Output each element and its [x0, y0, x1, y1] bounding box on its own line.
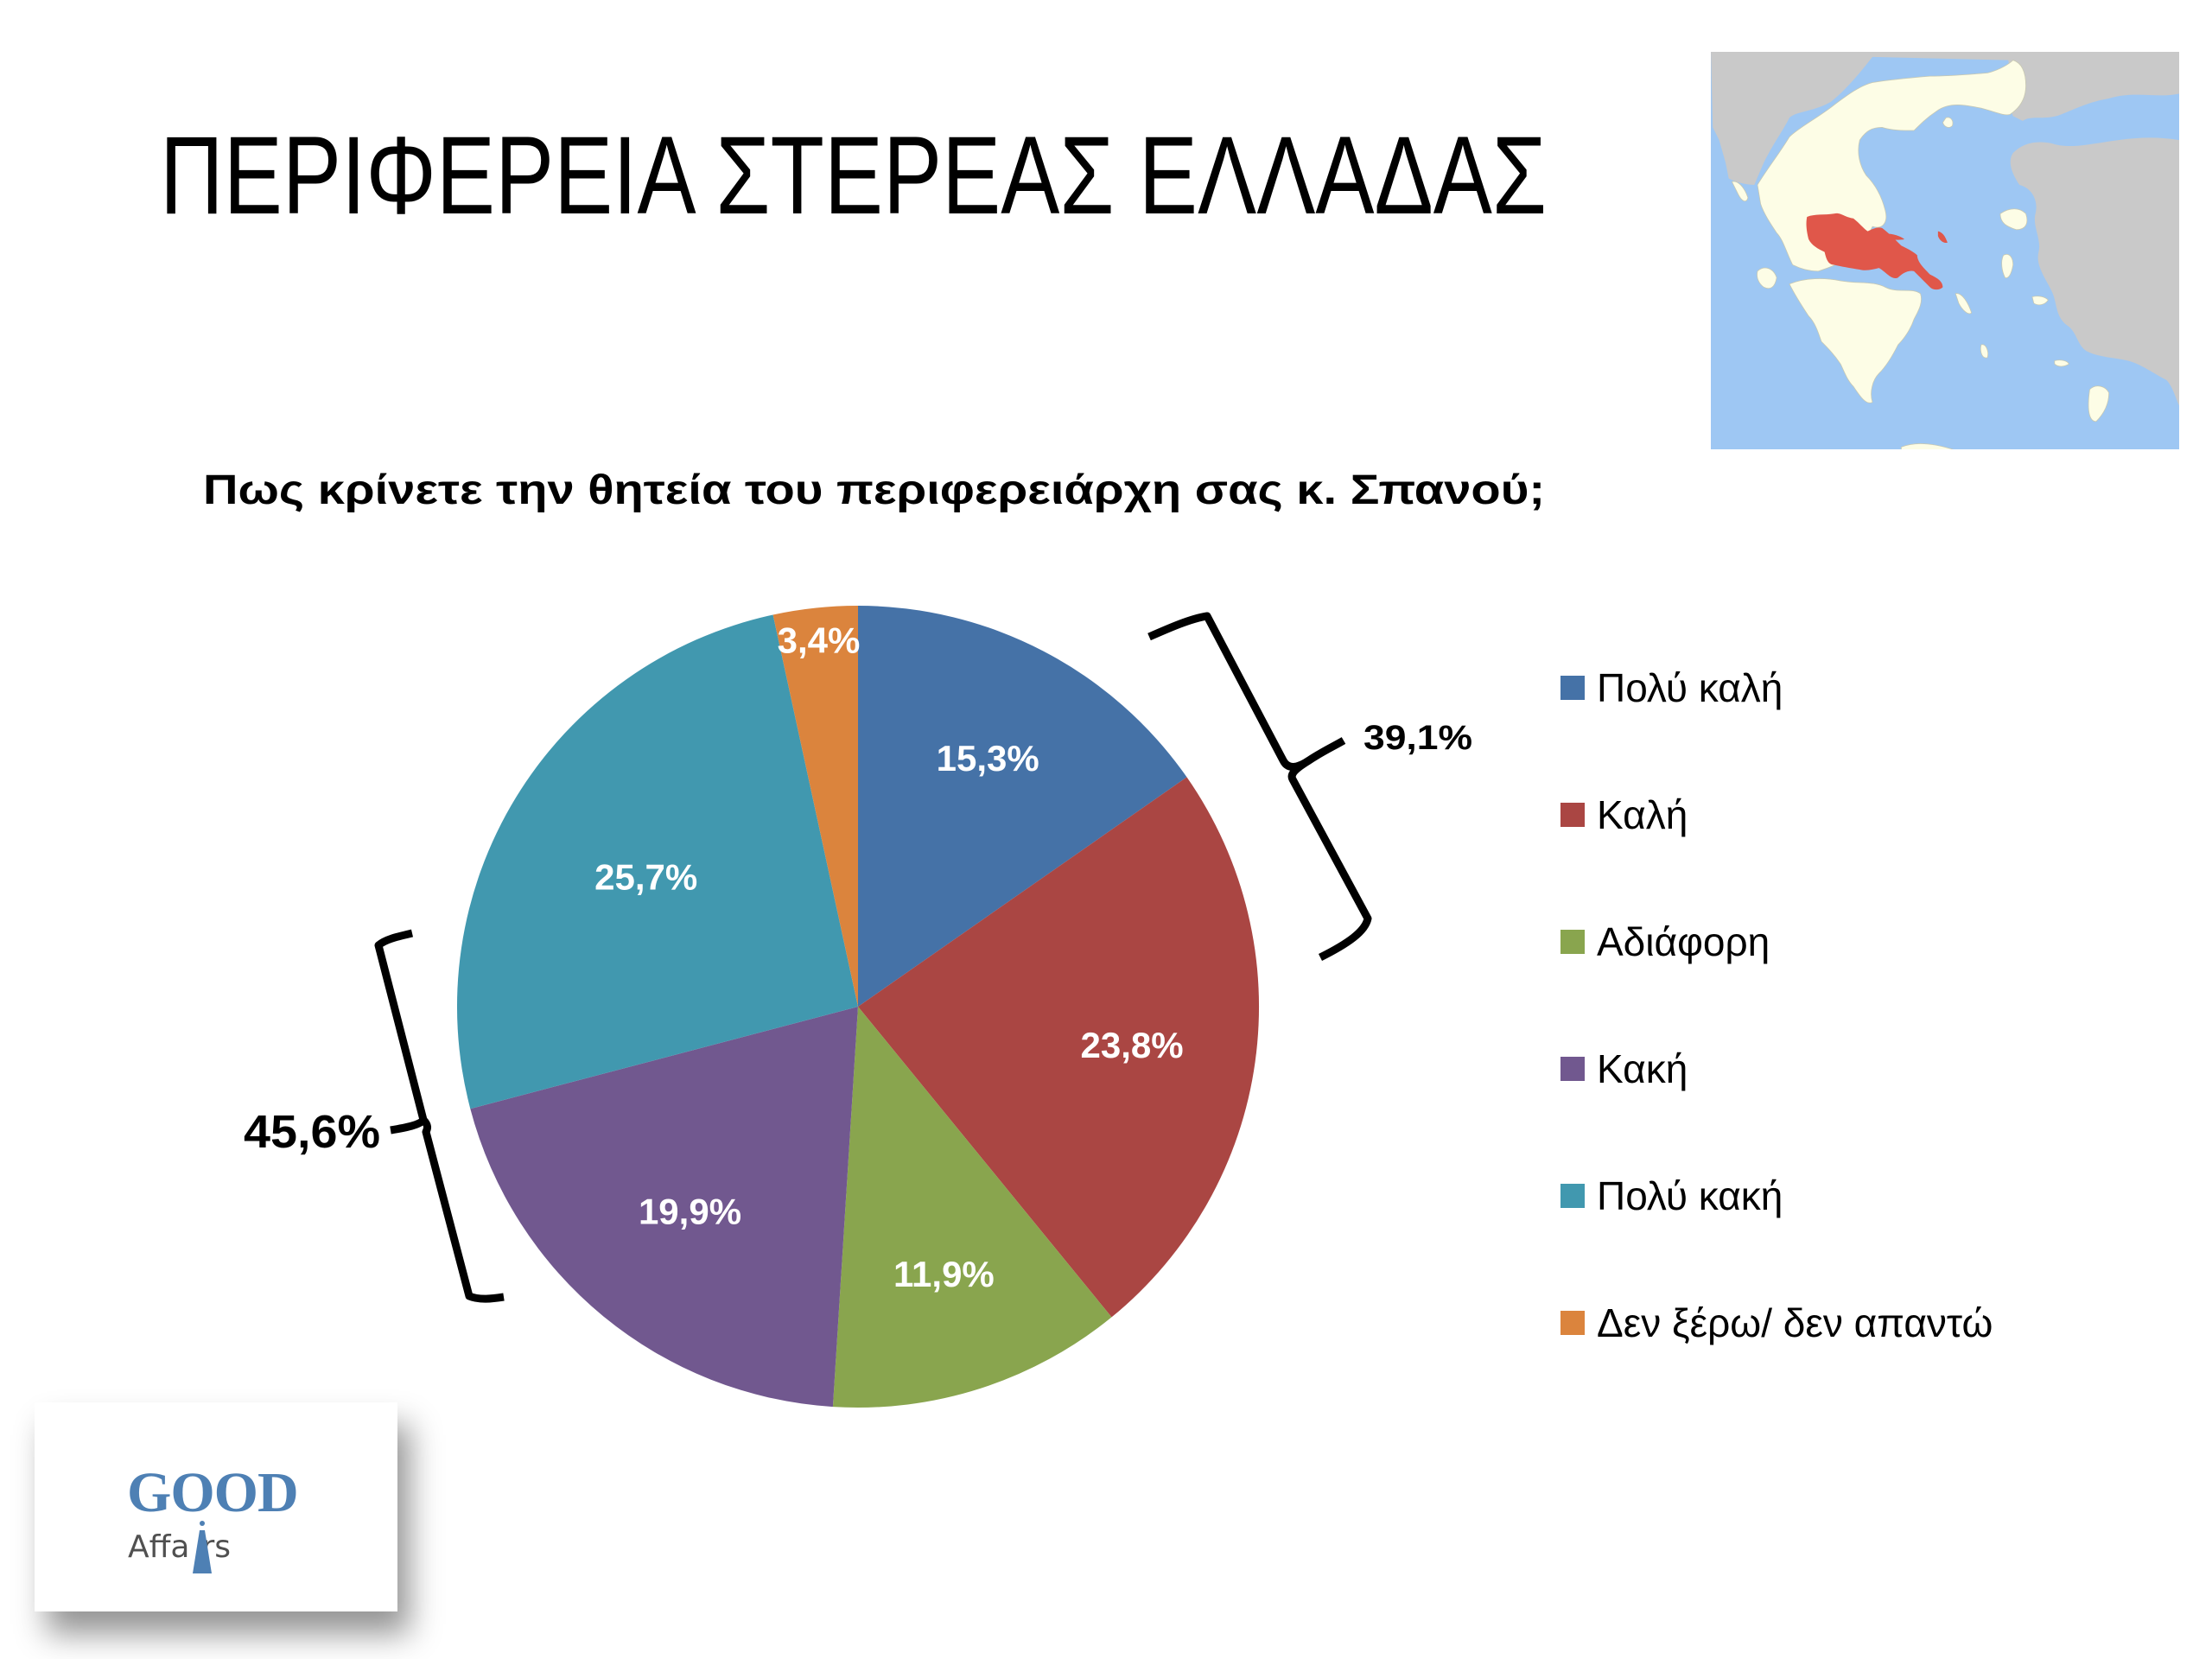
legend-swatch-icon — [1560, 1057, 1585, 1081]
legend-item: Πολύ καλή — [1560, 665, 1783, 710]
legend-label: Δεν ξέρω/ δεν απαντώ — [1597, 1300, 1993, 1345]
pie-chart — [456, 606, 1260, 1408]
legend-label: Κακή — [1597, 1046, 1688, 1091]
pie-slice-label: 25,7% — [594, 857, 697, 898]
good-affairs-logo: GOOD Affa rs — [35, 1402, 397, 1611]
legend-swatch-icon — [1560, 803, 1585, 827]
legend-item: Πολύ κακή — [1560, 1173, 1783, 1218]
pie-slice-label: 15,3% — [937, 738, 1039, 779]
page-title: ΠΕΡΙΦΕΡΕΙΑ ΣΤΕΡΕΑΣ ΕΛΛΑΔΑΣ — [160, 114, 1547, 238]
logo-good-text: GOOD — [127, 1461, 299, 1524]
negative-total-label: 45,6% — [244, 1106, 380, 1158]
pie-slice-label: 11,9% — [893, 1254, 995, 1294]
legend-label: Πολύ καλή — [1597, 665, 1783, 710]
legend-swatch-icon — [1560, 1184, 1585, 1208]
positive-bracket: 39,1% — [1147, 612, 1472, 962]
pie-slice — [470, 1007, 858, 1408]
map-highlighted-region — [1806, 213, 1948, 290]
legend-item: Αδιάφορη — [1560, 919, 1770, 964]
legend-item: Καλή — [1560, 792, 1688, 837]
pie-slice — [858, 606, 1187, 1007]
negative-bracket: 45,6% — [244, 929, 505, 1303]
pie-slice — [832, 1007, 1112, 1408]
legend-swatch-icon — [1560, 676, 1585, 700]
left-brace-icon — [374, 929, 505, 1303]
pie-slice-label: 3,4% — [778, 620, 861, 661]
legend-item: Δεν ξέρω/ δεν απαντώ — [1560, 1300, 1993, 1345]
logo-affairs-part1: Affa — [128, 1529, 190, 1565]
chart-title: Πως κρίνετε την θητεία του περιφερειάρχη… — [203, 467, 1545, 513]
legend-item: Κακή — [1560, 1046, 1688, 1091]
right-brace-icon — [1147, 612, 1372, 962]
legend-label: Καλή — [1597, 792, 1688, 837]
pie-slice — [858, 777, 1260, 1318]
map-neighbor-countries — [1711, 52, 2179, 406]
pie-slice-label: 19,9% — [639, 1192, 741, 1232]
pie-slice-label: 23,8% — [1081, 1025, 1184, 1065]
logo-affairs-text: Affa rs — [128, 1530, 231, 1565]
greece-map — [1711, 52, 2179, 449]
pie-slice — [772, 606, 858, 1007]
legend-swatch-icon — [1560, 1311, 1585, 1335]
pie-data-labels: 15,3% 23,8% 11,9% 19,9% 25,7% 3,4% — [594, 620, 1183, 1295]
legend-swatch-icon — [1560, 930, 1585, 954]
legend-label: Πολύ κακή — [1597, 1173, 1783, 1218]
pie-slice — [456, 614, 858, 1109]
greece-region-map-icon — [1711, 52, 2179, 449]
legend-label: Αδιάφορη — [1597, 919, 1770, 964]
positive-total-label: 39,1% — [1363, 719, 1472, 757]
chart-legend: Πολύ καλή Καλή Αδιάφορη Κακή Πολύ κακή Δεν ξέ… — [1560, 665, 1993, 1345]
logo-person-icon — [193, 1521, 212, 1573]
